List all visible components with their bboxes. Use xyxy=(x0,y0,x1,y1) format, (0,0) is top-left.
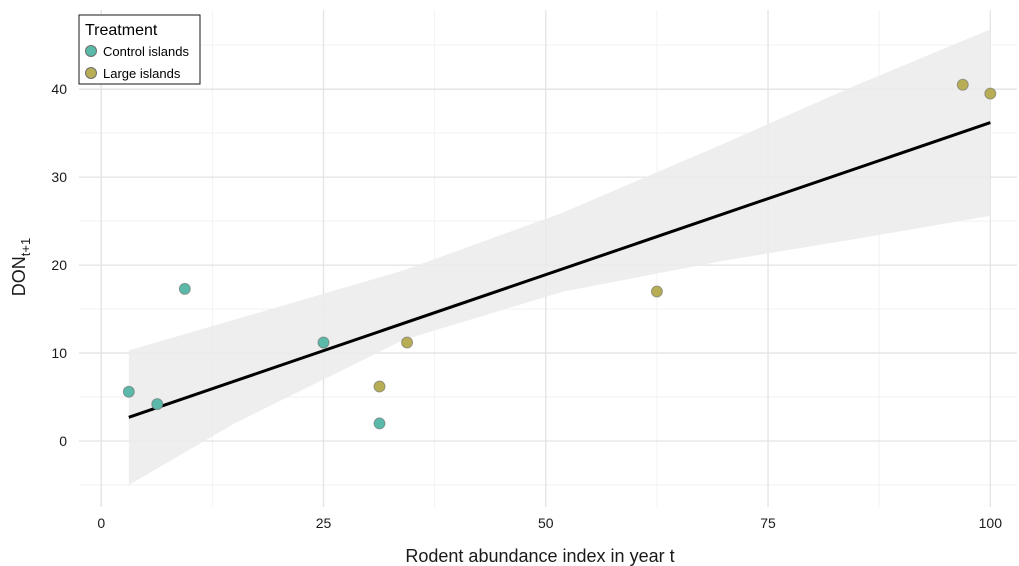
data-point-control-islands xyxy=(373,417,386,430)
confidence-band xyxy=(128,29,991,486)
x-tick-label: 25 xyxy=(316,515,332,531)
y-tick-label: 20 xyxy=(51,257,67,273)
fit-line-layer xyxy=(128,121,991,419)
y-axis-title-subscript: t+1 xyxy=(18,238,33,256)
data-point-large-islands xyxy=(956,78,969,91)
x-tick-label: 50 xyxy=(538,515,554,531)
x-tick-label: 75 xyxy=(760,515,776,531)
y-tick-labels: 0 10 20 30 40 xyxy=(51,81,67,449)
y-tick-label: 30 xyxy=(51,169,67,185)
legend-marker-large-islands xyxy=(85,67,97,79)
data-point-large-islands xyxy=(650,285,663,298)
data-point-large-islands xyxy=(401,336,414,349)
y-tick-label: 10 xyxy=(51,345,67,361)
y-tick-label: 0 xyxy=(59,433,67,449)
legend-label-control-islands: Control islands xyxy=(103,44,189,59)
y-axis-title: DONt+1 xyxy=(9,238,33,296)
x-tick-labels: 0 25 50 75 100 xyxy=(97,515,1002,531)
data-point-control-islands xyxy=(151,398,164,411)
regression-line xyxy=(128,121,991,419)
data-point-control-islands xyxy=(317,336,330,349)
legend: Treatment Control islands Large islands xyxy=(78,14,201,85)
data-point-large-islands xyxy=(373,380,386,393)
y-axis-title-base: DON xyxy=(9,256,29,296)
points-layer xyxy=(122,78,997,430)
data-point-control-islands xyxy=(178,282,191,295)
legend-marker-control-islands xyxy=(85,45,97,57)
data-point-large-islands xyxy=(984,87,997,100)
confidence-band-layer xyxy=(128,29,991,486)
x-axis-title: Rodent abundance index in year t xyxy=(405,546,674,566)
x-tick-label: 100 xyxy=(979,515,1003,531)
legend-title: Treatment xyxy=(85,22,158,39)
legend-box xyxy=(78,14,201,85)
y-tick-label: 40 xyxy=(51,81,67,97)
data-point-control-islands xyxy=(122,385,135,398)
x-tick-label: 0 xyxy=(97,515,105,531)
legend-label-large-islands: Large islands xyxy=(103,66,181,81)
